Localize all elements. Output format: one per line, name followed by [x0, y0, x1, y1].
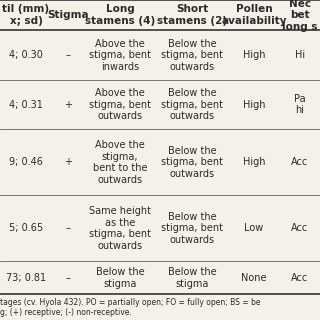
Text: 4; 0.31: 4; 0.31: [9, 100, 43, 110]
Text: Same height
as the
stigma, bent
outwards: Same height as the stigma, bent outwards: [89, 206, 151, 251]
Text: Short
stamens (2): Short stamens (2): [157, 4, 227, 26]
Text: High: High: [243, 100, 265, 110]
Text: High: High: [243, 50, 265, 60]
Text: Above the
stigma, bent
outwards: Above the stigma, bent outwards: [89, 88, 151, 121]
Text: tages (cv. Hyola 432). PO = partially open; FO = fully open; BS = be
g; (+) rece: tages (cv. Hyola 432). PO = partially op…: [0, 298, 260, 317]
Text: Acc: Acc: [292, 273, 308, 283]
Text: Acc: Acc: [292, 157, 308, 167]
Text: Low: Low: [244, 223, 264, 233]
Text: –: –: [66, 223, 70, 233]
Text: Nec
bet
long s: Nec bet long s: [282, 0, 318, 32]
Text: +: +: [64, 100, 72, 110]
Text: High: High: [243, 157, 265, 167]
Text: Hi: Hi: [295, 50, 305, 60]
Text: Below the
stigma, bent
outwards: Below the stigma, bent outwards: [161, 88, 223, 121]
Text: Below the
stigma, bent
outwards: Below the stigma, bent outwards: [161, 212, 223, 245]
Text: Pollen
availability: Pollen availability: [221, 4, 287, 26]
Text: Below the
stigma, bent
outwards: Below the stigma, bent outwards: [161, 38, 223, 72]
Text: Acc: Acc: [292, 223, 308, 233]
Text: Long
stamens (4): Long stamens (4): [85, 4, 155, 26]
Text: None: None: [241, 273, 267, 283]
Text: Stigma: Stigma: [47, 10, 89, 20]
Text: 9; 0.46: 9; 0.46: [9, 157, 43, 167]
Text: 4; 0.30: 4; 0.30: [9, 50, 43, 60]
Text: 73; 0.81: 73; 0.81: [6, 273, 46, 283]
Text: –: –: [66, 273, 70, 283]
Text: –: –: [66, 50, 70, 60]
Text: Above the
stigma, bent
inwards: Above the stigma, bent inwards: [89, 38, 151, 72]
Text: Below the
stigma: Below the stigma: [168, 267, 216, 289]
Text: Below the
stigma: Below the stigma: [96, 267, 144, 289]
Text: til (mm)
x; sd): til (mm) x; sd): [3, 4, 50, 26]
Text: Above the
stigma,
bent to the
outwards: Above the stigma, bent to the outwards: [93, 140, 147, 185]
Text: +: +: [64, 157, 72, 167]
Text: 5; 0.65: 5; 0.65: [9, 223, 43, 233]
Text: Pa
hi: Pa hi: [294, 94, 306, 116]
Text: Below the
stigma, bent
outwards: Below the stigma, bent outwards: [161, 146, 223, 179]
